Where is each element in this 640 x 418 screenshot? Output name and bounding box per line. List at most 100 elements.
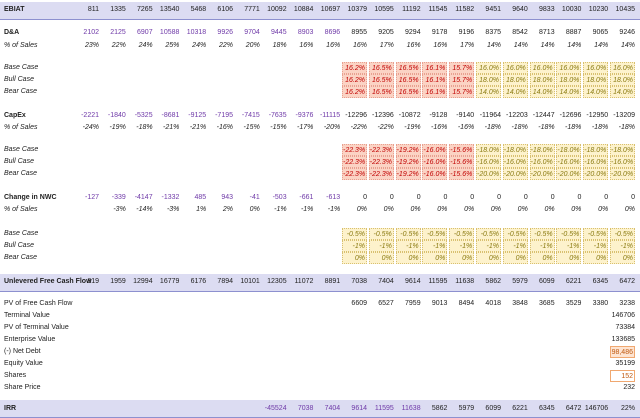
- cell: 16.5%: [395, 86, 421, 98]
- cell: -22.3%: [368, 144, 394, 156]
- cell: -9140: [456, 112, 475, 119]
- cell: 16.0%: [502, 62, 528, 74]
- cell: 16779: [159, 278, 180, 285]
- cell: -613: [326, 194, 341, 201]
- cell: 13540: [159, 6, 180, 13]
- cell: -18.0%: [502, 144, 528, 156]
- cell: -0.5%: [502, 228, 528, 240]
- cell: 6221: [512, 405, 528, 412]
- row-label: Shares: [4, 372, 27, 379]
- cell: -18%: [538, 124, 555, 131]
- cell: 0: [389, 194, 394, 201]
- cell: -12296: [345, 112, 367, 119]
- cell: 5979: [458, 405, 475, 412]
- cell: -7635: [268, 112, 287, 119]
- cell: 8955: [351, 29, 367, 36]
- cell: 9445: [271, 29, 287, 36]
- cell: 16.1%: [422, 74, 448, 86]
- cell: -0.5%: [529, 228, 555, 240]
- cell: 0: [550, 194, 555, 201]
- cell: 0%: [476, 252, 501, 264]
- cell: 16.0%: [610, 62, 635, 74]
- cell: -0.5%: [449, 228, 475, 240]
- cell: 819: [87, 278, 99, 285]
- cell: 6472: [619, 278, 635, 285]
- cell: 9833: [539, 6, 555, 13]
- cell: 3529: [565, 300, 582, 307]
- cell: -22.3%: [342, 156, 367, 168]
- row-label: Bull Case: [4, 76, 34, 83]
- cell: -7195: [215, 112, 233, 119]
- cell: 11595: [374, 405, 394, 412]
- row-label: PV of Free Cash Flow: [4, 300, 73, 307]
- cell: -16.0%: [556, 156, 582, 168]
- cell: 7404: [378, 278, 394, 285]
- cell: -1%: [422, 240, 448, 252]
- cell: 9704: [244, 29, 260, 36]
- cell: 6472: [565, 405, 582, 412]
- cell: -15%: [243, 124, 260, 131]
- cell: 73384: [615, 324, 635, 331]
- cell: -16.0%: [422, 156, 448, 168]
- cell: 10101: [240, 278, 260, 285]
- cell: 18.0%: [556, 74, 582, 86]
- cell: -18.0%: [556, 144, 582, 156]
- cell: 3380: [592, 300, 609, 307]
- cell: 1%: [196, 206, 207, 213]
- cell: -24%: [82, 124, 99, 131]
- cell: 11595: [428, 278, 448, 285]
- cell: 9926: [217, 29, 233, 36]
- cell: 5862: [431, 405, 448, 412]
- cell: 16.2%: [342, 74, 367, 86]
- cell: -1%: [395, 240, 421, 252]
- cell: -661: [299, 194, 314, 201]
- cell: -19.2%: [395, 144, 421, 156]
- cell: 18%: [272, 42, 287, 49]
- cell: -2221: [81, 112, 99, 119]
- cell: -14%: [136, 206, 153, 213]
- cell: -1332: [161, 194, 180, 201]
- cell: -41: [249, 194, 260, 201]
- cell: -0.5%: [422, 228, 448, 240]
- cell: -19.2%: [395, 168, 421, 180]
- cell: 5862: [485, 278, 501, 285]
- cell: 14.0%: [610, 86, 635, 98]
- cell: 10595: [374, 6, 394, 13]
- cell: 16.1%: [422, 62, 448, 74]
- cell: 22%: [218, 42, 233, 49]
- cell: 6527: [378, 300, 394, 307]
- cell: 10092: [267, 6, 287, 13]
- row-label: Bull Case: [4, 158, 34, 165]
- row-label: Base Case: [4, 230, 39, 237]
- cell: 0%: [624, 206, 635, 213]
- cell: -19.2%: [395, 156, 421, 168]
- cell: -16.0%: [529, 156, 555, 168]
- cell: 12305: [267, 278, 287, 285]
- cell: 7894: [217, 278, 233, 285]
- cell: -15%: [270, 124, 287, 131]
- cell: -127: [84, 194, 99, 201]
- cell: 16%: [326, 42, 341, 49]
- cell: -12696: [559, 112, 582, 119]
- cell: -22.3%: [342, 168, 367, 180]
- cell: 16.5%: [395, 74, 421, 86]
- row-label: Base Case: [4, 64, 39, 71]
- cell: 8696: [324, 29, 341, 36]
- cell: -11964: [479, 112, 501, 119]
- cell: 7038: [297, 405, 314, 412]
- cell: 10435: [615, 6, 635, 13]
- cell: -19%: [404, 124, 421, 131]
- cell: 2125: [110, 29, 126, 36]
- cell: 7038: [351, 278, 367, 285]
- cell: 485: [194, 194, 207, 201]
- cell: 14.0%: [476, 86, 501, 98]
- cell: -15.6%: [449, 156, 475, 168]
- cell: -20.0%: [610, 168, 635, 180]
- cell: -16%: [431, 124, 448, 131]
- cell: -20.0%: [583, 168, 609, 180]
- cell: -503: [272, 194, 287, 201]
- cell: 0: [497, 194, 501, 201]
- cell: -22.3%: [342, 144, 367, 156]
- cell: -1%: [583, 240, 609, 252]
- row-label: (-) Net Debt: [4, 348, 41, 355]
